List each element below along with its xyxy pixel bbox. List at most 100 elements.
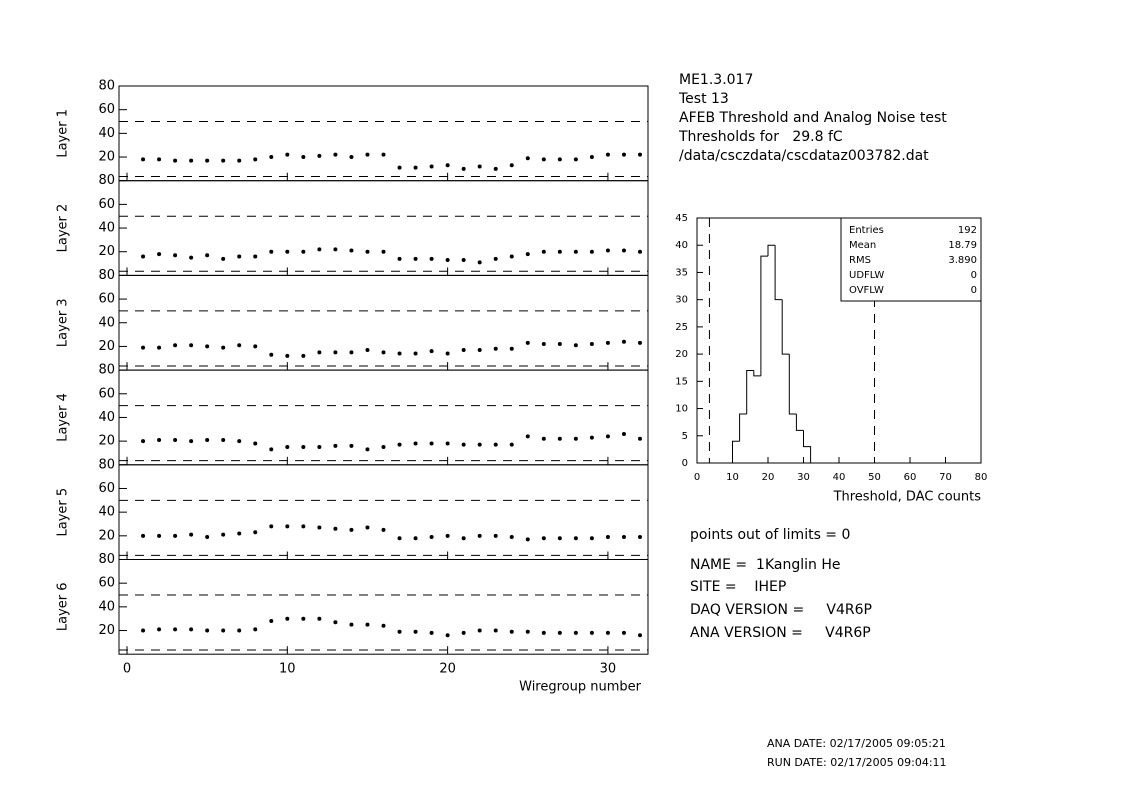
y-tick-label: 80	[98, 363, 115, 378]
data-point	[413, 536, 418, 541]
data-point	[621, 152, 626, 157]
data-point	[221, 437, 226, 442]
hist-bin	[739, 413, 747, 442]
data-point	[301, 616, 306, 621]
stat-name: Entries	[849, 225, 884, 236]
x-tick-label: 60	[904, 472, 917, 483]
data-point	[509, 346, 514, 351]
date-line: RUN DATE: 02/17/2005 09:04:11	[767, 756, 947, 769]
data-point	[445, 163, 450, 168]
hist-bin	[753, 370, 761, 377]
data-point	[317, 350, 322, 355]
hist-bin	[774, 245, 783, 301]
data-point	[381, 445, 386, 450]
data-point	[573, 436, 578, 441]
data-point	[141, 254, 146, 259]
x-tick-label: 20	[439, 662, 456, 677]
stat-value: 18.79	[948, 240, 977, 251]
data-point	[429, 535, 434, 540]
data-point	[301, 155, 306, 160]
data-point	[141, 345, 146, 350]
stat-value: 192	[958, 225, 977, 236]
data-point	[493, 346, 498, 351]
y-tick-label: 20	[98, 434, 115, 449]
data-point	[269, 524, 274, 529]
data-point	[221, 532, 226, 537]
data-point	[333, 350, 338, 355]
y-tick-label: 60	[98, 481, 115, 496]
data-point	[285, 616, 290, 621]
info-line: NAME = 1Kanglin He	[690, 557, 840, 573]
panel-frame	[118, 369, 649, 466]
data-point	[349, 248, 354, 253]
data-point	[605, 248, 610, 253]
data-point	[557, 249, 562, 254]
data-point	[205, 437, 210, 442]
data-point	[221, 256, 226, 261]
data-point	[429, 349, 434, 354]
data-point	[525, 252, 530, 257]
stat-value: 0	[971, 270, 977, 281]
y-tick-label: 40	[98, 315, 115, 330]
data-point	[461, 166, 466, 171]
data-point	[525, 434, 530, 439]
x-tick-label: 50	[868, 472, 881, 483]
data-point	[445, 633, 450, 638]
data-point	[333, 247, 338, 252]
data-point	[525, 629, 530, 634]
data-point	[541, 630, 546, 635]
data-point	[269, 619, 274, 624]
x-tick-label: 30	[600, 662, 617, 677]
data-point	[173, 343, 178, 348]
data-point	[381, 249, 386, 254]
y-tick-label: 20	[98, 623, 115, 638]
data-point	[237, 531, 242, 536]
data-point	[205, 253, 210, 258]
data-point	[253, 344, 258, 349]
data-point	[637, 535, 642, 540]
data-point	[221, 158, 226, 163]
data-point	[141, 157, 146, 162]
data-point	[397, 536, 402, 541]
data-point	[317, 153, 322, 158]
data-point	[477, 347, 482, 352]
data-point	[237, 628, 242, 633]
data-point	[237, 439, 242, 444]
data-point	[445, 351, 450, 356]
y-tick-label: 35	[675, 267, 688, 278]
data-point	[173, 627, 178, 632]
data-point	[349, 443, 354, 448]
data-point	[525, 340, 530, 345]
data-point	[509, 442, 514, 447]
data-point	[413, 351, 418, 356]
data-point	[589, 435, 594, 440]
x-tick-label: 20	[762, 472, 775, 483]
data-point	[397, 165, 402, 170]
data-point	[205, 628, 210, 633]
y-axis-label: Layer 1	[56, 109, 71, 158]
data-point	[445, 533, 450, 538]
data-point	[493, 256, 498, 261]
data-point	[381, 152, 386, 157]
data-point	[637, 152, 642, 157]
data-point	[557, 436, 562, 441]
y-tick-label: 10	[675, 404, 688, 415]
data-point	[477, 442, 482, 447]
data-point	[605, 535, 610, 540]
y-axis-label: Layer 5	[56, 488, 71, 537]
data-point	[461, 442, 466, 447]
data-point	[557, 630, 562, 635]
y-tick-label: 80	[98, 457, 115, 472]
data-point	[157, 627, 162, 632]
stat-value: 3.890	[948, 255, 977, 266]
data-point	[573, 536, 578, 541]
info-line: ANA VERSION = V4R6P	[690, 625, 871, 641]
data-point	[589, 155, 594, 160]
info-line: points out of limits = 0	[690, 527, 850, 543]
data-point	[349, 350, 354, 355]
data-point	[429, 256, 434, 261]
y-tick-label: 20	[98, 150, 115, 165]
data-point	[301, 445, 306, 450]
header-line: Thresholds for 29.8 fC	[678, 129, 843, 145]
hist-bin	[803, 430, 812, 463]
